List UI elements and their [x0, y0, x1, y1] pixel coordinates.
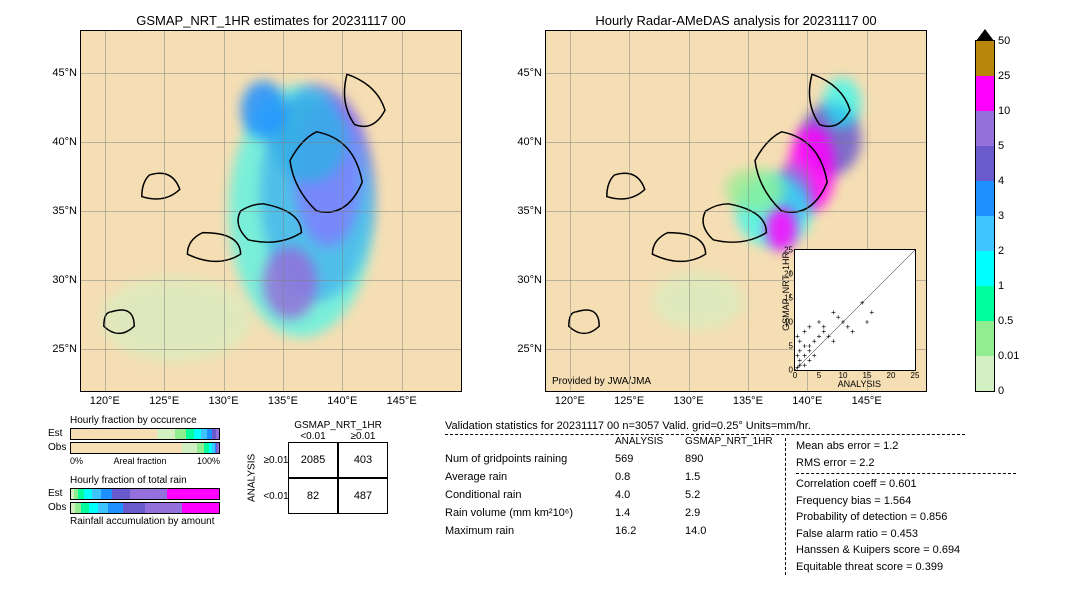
map-xtick: 120°E	[555, 395, 585, 407]
validation-row-label: Num of gridpoints raining	[445, 453, 615, 465]
colorbar-tick: 4	[998, 175, 1004, 187]
occurrence-row-obs: Obs	[48, 442, 66, 453]
map-ytick: 25°N	[517, 343, 542, 355]
validation-title: Validation statistics for 20231117 00 n=…	[445, 420, 965, 435]
map-ytick: 40°N	[517, 136, 542, 148]
occurrence-bar-est	[70, 428, 220, 440]
scatter-inset: 00551010151520202525	[794, 249, 916, 371]
occ-xright: 100%	[197, 456, 220, 466]
validation-row-label: Rain volume (mm km²10⁶)	[445, 507, 615, 519]
radar-map-title: Hourly Radar-AMeDAS analysis for 2023111…	[546, 13, 926, 28]
validation-row-gsmap: 14.0	[685, 525, 775, 537]
map-ytick: 30°N	[517, 274, 542, 286]
occurrence-bar-obs	[70, 442, 220, 454]
gsmap-map-title: GSMAP_NRT_1HR estimates for 20231117 00	[81, 13, 461, 28]
colorbar-tick: 0.01	[998, 350, 1019, 362]
total-rain-row-obs: Obs	[48, 502, 66, 513]
contingency-table: GSMAP_NRT_1HR <0.01 ≥0.01 ANALYSIS ≥0.01…	[240, 420, 388, 514]
occ-xcenter: Areal fraction	[113, 456, 166, 466]
total-rain-fraction-block: Hourly fraction of total rain Est Obs Ra…	[70, 475, 220, 529]
validation-row-gsmap: 890	[685, 453, 775, 465]
cont-cell-11: 487	[338, 478, 388, 514]
validation-metric: False alarm ratio = 0.453	[796, 526, 1016, 543]
colorbar-tick: 0.5	[998, 315, 1013, 327]
map-ytick: 25°N	[52, 343, 77, 355]
validation-row-analysis: 4.0	[615, 489, 685, 501]
validation-row-gsmap: 1.5	[685, 471, 775, 483]
total-rain-row-est: Est	[48, 488, 62, 499]
map-xtick: 130°E	[208, 395, 238, 407]
validation-table: ANALYSISGSMAP_NRT_1HRNum of gridpoints r…	[445, 436, 775, 537]
cont-row-title: ANALYSIS	[240, 442, 264, 514]
cont-row-head-1: <0.01	[264, 478, 288, 514]
dashboard-root: GSMAP_NRT_1HR estimates for 20231117 00 …	[0, 0, 1080, 612]
radar-map-panel: Hourly Radar-AMeDAS analysis for 2023111…	[545, 30, 927, 392]
validation-row-label: Maximum rain	[445, 525, 615, 537]
gsmap-map-canvas	[81, 31, 461, 391]
map-xtick: 125°E	[149, 395, 179, 407]
validation-row-analysis: 569	[615, 453, 685, 465]
validation-metrics: Mean abs error = 1.2RMS error = 2.2 Corre…	[785, 438, 1016, 575]
colorbar-tick: 2	[998, 245, 1004, 257]
scatter-svg	[795, 250, 915, 370]
scatter-xlabel: ANALYSIS	[838, 379, 881, 389]
colorbar-tick: 3	[998, 210, 1004, 222]
validation-row-gsmap: 5.2	[685, 489, 775, 501]
validation-metric: Equitable threat score = 0.399	[796, 559, 1016, 576]
map-ytick: 45°N	[517, 67, 542, 79]
validation-metric: Hanssen & Kuipers score = 0.694	[796, 542, 1016, 559]
map-ytick: 35°N	[52, 205, 77, 217]
total-rain-title: Hourly fraction of total rain	[70, 475, 220, 486]
validation-row-label: Conditional rain	[445, 489, 615, 501]
total-rain-bar-est	[70, 488, 220, 500]
map-xtick: 135°E	[268, 395, 298, 407]
map-xtick: 140°E	[792, 395, 822, 407]
map-ytick: 40°N	[52, 136, 77, 148]
validation-metric: RMS error = 2.2	[796, 455, 1016, 472]
occurrence-row-est: Est	[48, 428, 62, 439]
validation-row-analysis: 0.8	[615, 471, 685, 483]
colorbar-tick: 50	[998, 35, 1010, 47]
validation-metric: Frequency bias = 1.564	[796, 493, 1016, 510]
map-xtick: 145°E	[852, 395, 882, 407]
cont-col-head-1: ≥0.01	[338, 431, 388, 442]
validation-metric: Probability of detection = 0.856	[796, 509, 1016, 526]
scatter-ylabel: GSMAP_NRT_1HR	[781, 252, 791, 331]
validation-stats-panel: Validation statistics for 20231117 00 n=…	[445, 420, 775, 537]
map-ytick: 30°N	[52, 274, 77, 286]
cont-cell-00: 2085	[288, 442, 338, 478]
cont-row-head-0: ≥0.01	[264, 442, 288, 478]
colorbar-tick: 1	[998, 280, 1004, 292]
cont-cell-01: 403	[338, 442, 388, 478]
colorbar: 502510543210.50.010	[975, 40, 995, 392]
map-xtick: 145°E	[387, 395, 417, 407]
colorbar-tick: 5	[998, 140, 1004, 152]
map-xtick: 125°E	[614, 395, 644, 407]
cont-cell-10: 82	[288, 478, 338, 514]
map-xtick: 120°E	[90, 395, 120, 407]
cont-col-head-0: <0.01	[288, 431, 338, 442]
validation-row-gsmap: 2.9	[685, 507, 775, 519]
map-ytick: 35°N	[517, 205, 542, 217]
cont-col-title: GSMAP_NRT_1HR	[288, 420, 388, 431]
gsmap-map-panel: GSMAP_NRT_1HR estimates for 20231117 00 …	[80, 30, 462, 392]
colorbar-tick: 10	[998, 105, 1010, 117]
validation-row-analysis: 1.4	[615, 507, 685, 519]
occ-xleft: 0%	[70, 456, 83, 466]
map-ytick: 45°N	[52, 67, 77, 79]
total-rain-bar-obs	[70, 502, 220, 514]
map-xtick: 140°E	[327, 395, 357, 407]
map-xtick: 135°E	[733, 395, 763, 407]
occurrence-fraction-block: Hourly fraction by occurence Est Obs 0% …	[70, 415, 220, 466]
occurrence-title: Hourly fraction by occurence	[70, 415, 220, 426]
validation-row-analysis: 16.2	[615, 525, 685, 537]
total-rain-footer: Rainfall accumulation by amount	[70, 516, 220, 527]
validation-metric: Correlation coeff = 0.601	[796, 476, 1016, 493]
map-xtick: 130°E	[673, 395, 703, 407]
validation-row-label: Average rain	[445, 471, 615, 483]
colorbar-tick: 25	[998, 70, 1010, 82]
validation-metric: Mean abs error = 1.2	[796, 438, 1016, 455]
